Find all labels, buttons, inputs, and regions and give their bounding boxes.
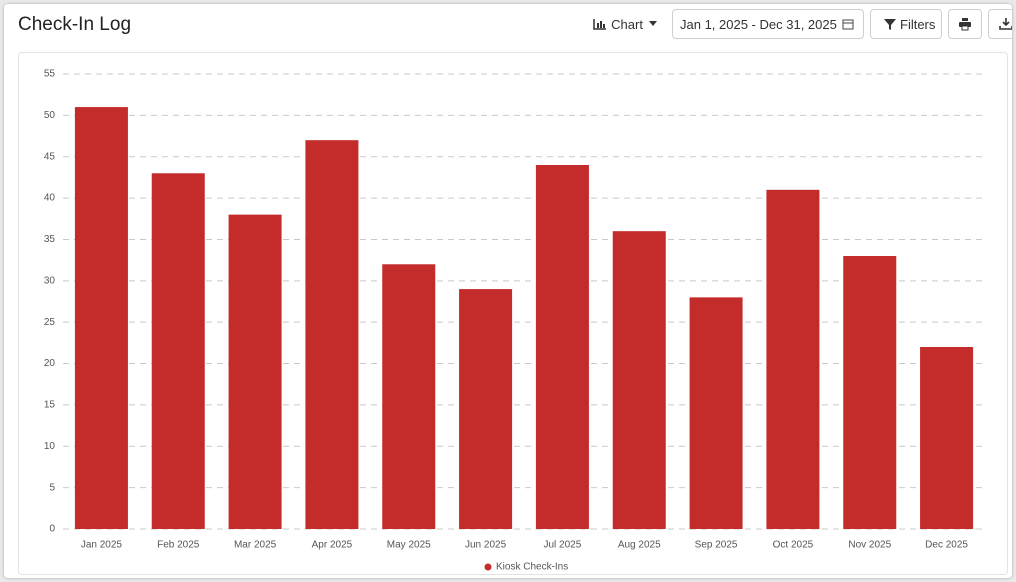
y-tick-label: 20 <box>44 358 56 369</box>
y-tick-label: 45 <box>44 151 56 162</box>
x-tick-label: Sep 2025 <box>695 540 738 551</box>
y-tick-label: 0 <box>49 524 55 535</box>
filters-button[interactable]: Filters <box>870 9 942 39</box>
x-tick-label: Aug 2025 <box>618 540 661 551</box>
y-tick-label: 5 <box>49 482 55 493</box>
filter-icon <box>884 19 896 30</box>
x-tick-label: Jul 2025 <box>544 540 582 551</box>
filters-label: Filters <box>900 16 936 32</box>
x-tick-label: Oct 2025 <box>773 540 814 551</box>
y-tick-label: 40 <box>44 193 56 204</box>
y-tick-label: 55 <box>44 69 56 80</box>
print-icon <box>959 18 971 31</box>
bar <box>74 107 128 529</box>
bar <box>228 214 282 530</box>
download-button[interactable] <box>988 9 1012 39</box>
bar <box>382 264 436 529</box>
x-tick-label: Feb 2025 <box>157 540 200 551</box>
y-tick-label: 10 <box>44 441 56 452</box>
view-label: Chart <box>611 16 643 32</box>
y-tick-label: 15 <box>44 400 56 411</box>
x-tick-label: Dec 2025 <box>925 540 968 551</box>
bar <box>920 347 974 529</box>
bar <box>151 173 205 529</box>
chart: 0 5 10 15 20 25 30 35 40 45 50 55 Jan 2025 Feb 2025 Ma… <box>44 69 985 573</box>
y-tick-label: 50 <box>44 110 56 121</box>
bar <box>305 140 359 529</box>
bar <box>459 289 513 529</box>
x-tick-label: Apr 2025 <box>312 540 353 551</box>
x-tick-label: May 2025 <box>387 540 431 551</box>
print-button[interactable] <box>948 9 982 39</box>
y-tick-label: 30 <box>44 275 56 286</box>
download-icon <box>999 18 1012 30</box>
date-range-text: Jan 1, 2025 - Dec 31, 2025 <box>680 16 837 32</box>
y-tick-label: 25 <box>44 317 56 328</box>
calendar-icon <box>842 19 854 30</box>
bar <box>843 256 897 529</box>
bar <box>766 189 820 529</box>
bar <box>535 165 589 529</box>
date-range-input[interactable]: Jan 1, 2025 - Dec 31, 2025 <box>672 9 864 39</box>
y-tick-label: 35 <box>44 234 56 245</box>
view-toggle[interactable]: Chart <box>587 9 661 39</box>
legend-swatch <box>484 563 492 571</box>
bar <box>612 231 666 529</box>
x-tick-label: Mar 2025 <box>234 540 277 551</box>
caret <box>648 21 657 26</box>
x-tick-label: Jan 2025 <box>81 540 123 551</box>
x-tick-label: Jun 2025 <box>465 540 507 551</box>
bar <box>689 297 743 529</box>
page-title: Check-In Log <box>18 14 132 35</box>
chart-icon <box>593 19 606 30</box>
chart-panel: 0 5 10 15 20 25 30 35 40 45 50 55 Jan 2025 Feb 2025 Ma… <box>18 52 1008 575</box>
x-tick-label: Nov 2025 <box>848 540 891 551</box>
window: Check-In Log Chart Jan 1, 2025 - Dec 31,… <box>4 4 1012 578</box>
legend-label: Kiosk Check-Ins <box>496 562 568 573</box>
